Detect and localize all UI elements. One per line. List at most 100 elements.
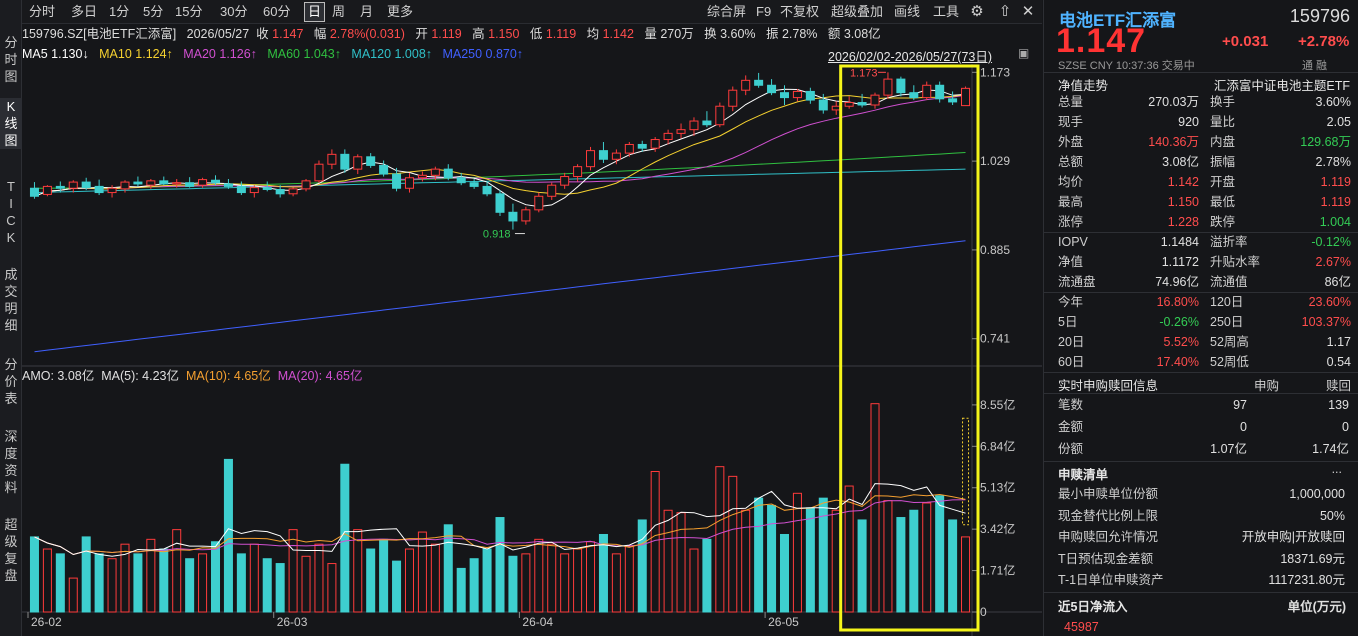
volume-bar xyxy=(81,536,91,613)
volume-bar xyxy=(624,546,634,613)
volume-tick-label: 5.13亿 xyxy=(980,480,1015,495)
volume-bar xyxy=(560,553,570,613)
list-value: 18371.69元 xyxy=(1280,551,1345,566)
price-tick-label: 1.173 xyxy=(980,65,1010,79)
open-label: 开 xyxy=(415,27,428,41)
high-label: 高 xyxy=(472,27,485,41)
toolbar-button[interactable]: 不复权 xyxy=(780,4,820,19)
vol-label: 量 xyxy=(644,27,657,41)
time-tick-label: 26-02 xyxy=(31,615,62,629)
period-button[interactable]: 15分 xyxy=(175,4,203,19)
subscribe-title: 实时申购赎回信息 xyxy=(1058,379,1159,393)
volume-bar xyxy=(482,548,492,613)
fund-name: 电池ETF汇添富 xyxy=(1059,11,1177,30)
period-button[interactable]: 更多 xyxy=(387,4,414,19)
up-arrow-icon[interactable]: ⇧ xyxy=(998,3,1012,20)
quote-label: 涨停 xyxy=(1058,215,1084,229)
quote-label: IOPV xyxy=(1058,235,1088,249)
gear-icon[interactable]: ⚙ xyxy=(970,3,984,20)
volume-bar xyxy=(611,553,621,613)
flow-value: 45987 xyxy=(1064,620,1099,634)
period-button[interactable]: 30分 xyxy=(220,4,248,19)
candle-body xyxy=(870,94,880,106)
subscribe-label: 份额 xyxy=(1058,442,1084,456)
flow-title: 近5日净流入 xyxy=(1058,600,1128,614)
kline-chart[interactable]: 1.173 1.029 0.885 0.741 8.55亿 6.84亿 5.13亿 3.42亿… xyxy=(22,64,1042,636)
quote-label: 总量 xyxy=(1058,95,1084,109)
quote-value: 270.03万 xyxy=(1148,95,1199,109)
side-tab-char: 表 xyxy=(4,391,18,406)
ma120-line xyxy=(34,168,966,194)
volume-bar xyxy=(404,548,414,613)
side-tab-5[interactable]: 深度资料 xyxy=(0,428,22,496)
period-button[interactable]: 5分 xyxy=(143,4,164,19)
amp-label: 幅 xyxy=(313,27,327,41)
amo-ma20-label: MA(20): 4.65亿 xyxy=(277,369,363,383)
amo-ma5-line xyxy=(34,483,966,557)
period-button[interactable]: 60分 xyxy=(263,4,291,19)
candle-body xyxy=(896,78,906,94)
volume-bar xyxy=(159,548,169,613)
toolbar-button[interactable]: 综合屏 xyxy=(707,4,747,19)
candle-body xyxy=(611,152,621,160)
candle-body xyxy=(275,188,285,195)
toolbar-button[interactable]: 工具 xyxy=(933,4,960,19)
avg-value: 1.142 xyxy=(602,27,634,41)
quote-row: 20日 5.52% 52周高 1.17 xyxy=(1044,332,1358,352)
subscribe-label: 笔数 xyxy=(1058,398,1084,412)
side-tab-char: 线 xyxy=(4,116,18,131)
volume-bar xyxy=(456,567,466,613)
amt-label: 额 xyxy=(827,27,841,41)
list-more-button[interactable]: ... xyxy=(1331,462,1342,476)
volume-tick-label: 1.71亿 xyxy=(980,563,1015,578)
side-tab-0[interactable]: 分时图 xyxy=(0,34,22,85)
quote-row: IOPV 1.1484 溢折率 -0.12% xyxy=(1044,232,1358,252)
volume-bar xyxy=(443,524,453,613)
toolbar-button[interactable]: F9 xyxy=(756,4,772,19)
volume-bar xyxy=(547,543,557,613)
low-label: 低 xyxy=(529,27,543,41)
side-tab-char: 明 xyxy=(4,301,18,316)
candle-body xyxy=(94,185,104,194)
volume-bar xyxy=(288,529,298,613)
candle-body xyxy=(586,150,596,168)
period-button[interactable]: 日 xyxy=(304,2,326,22)
period-button[interactable]: 月 xyxy=(360,4,374,19)
period-button[interactable]: 多日 xyxy=(71,4,98,19)
toolbar-button[interactable]: 超级叠加 xyxy=(831,4,884,19)
quote-row: 净值 1.1172 升贴水率 2.67% xyxy=(1044,252,1358,272)
close-icon[interactable]: ✕ xyxy=(1021,3,1035,20)
volume-bar xyxy=(508,555,518,613)
nav-trend-link[interactable]: 净值走势 xyxy=(1058,79,1109,93)
date-range-label[interactable]: 2026/02/02-2026/05/27(73日) xyxy=(828,50,993,64)
volume-bar xyxy=(883,500,893,613)
volume-bar xyxy=(935,495,945,613)
toolbar-button[interactable]: 画线 xyxy=(894,4,921,19)
candle-body xyxy=(249,187,259,194)
list-label: 申购赎回允许情况 xyxy=(1058,530,1159,544)
volume-bar xyxy=(417,531,427,613)
candle-body xyxy=(327,153,337,165)
volume-bar xyxy=(430,543,440,613)
period-button[interactable]: 周 xyxy=(332,4,346,19)
quote-value: -0.12% xyxy=(1311,235,1351,249)
candle-body xyxy=(573,166,583,178)
lock-icon[interactable]: ▣ xyxy=(1018,46,1030,60)
period-button[interactable]: 分时 xyxy=(29,4,56,19)
quote-value: 1.1172 xyxy=(1161,255,1199,269)
list-label: T日预估现金差额 xyxy=(1058,551,1154,566)
list-row: T-1日单位申赎资产 1117231.80元 xyxy=(1044,570,1358,590)
volume-tick-label: 8.55亿 xyxy=(980,397,1015,412)
quote-value: 23.60% xyxy=(1308,295,1351,309)
side-tab-4[interactable]: 分价表 xyxy=(0,356,22,407)
period-button[interactable]: 1分 xyxy=(109,4,130,19)
quote-row: 现手 920 量比 2.05 xyxy=(1044,112,1358,132)
side-tab-6[interactable]: 超级复盘 xyxy=(0,516,22,584)
side-tab-char: 度 xyxy=(4,446,18,461)
side-tab-3[interactable]: 成交明细 xyxy=(0,266,22,334)
quote-label: 250日 xyxy=(1210,315,1244,329)
swing-label: 振 xyxy=(765,27,779,41)
volume-bar xyxy=(275,563,285,613)
